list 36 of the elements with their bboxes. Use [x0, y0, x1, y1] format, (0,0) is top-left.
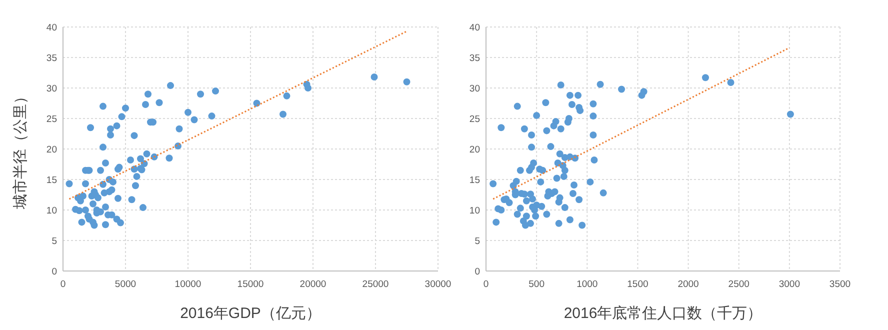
x-tick-label: 0	[483, 279, 489, 290]
y-tick-label: 35	[469, 53, 480, 64]
y-tick-label: 10	[469, 206, 480, 216]
x-tick-label: 30000	[424, 279, 452, 290]
y-tick-label: 25	[469, 114, 480, 125]
y-tick-label: 40	[46, 22, 57, 34]
x-axis-title: 2016年GDP（亿元）	[180, 305, 321, 322]
x-tick-label: 20000	[300, 279, 326, 290]
y-tick-label: 15	[469, 175, 480, 186]
x-tick-label: 10000	[174, 279, 202, 290]
y-tick-label: 30	[46, 84, 57, 94]
x-axis-title: 2016年底常住人口数（千万）	[564, 305, 762, 322]
x-tick-label: 3000	[778, 279, 800, 290]
y-tick-label: 20	[469, 144, 480, 156]
y-tick-label: 40	[469, 22, 480, 34]
y-tick-label: 5	[52, 236, 57, 247]
y-tick-label: 0	[52, 266, 57, 278]
y-tick-label: 30	[469, 84, 480, 94]
x-tick-label: 0	[60, 279, 66, 290]
x-tick-label: 500	[528, 279, 544, 290]
x-tick-label: 1500	[627, 279, 648, 290]
x-tick-label: 25000	[362, 279, 389, 290]
y-tick-label: 15	[46, 175, 57, 186]
x-tick-label: 3500	[829, 279, 851, 290]
x-tick-label: 1000	[576, 279, 598, 290]
x-tick-label: 2500	[728, 279, 750, 290]
x-tick-label: 2000	[678, 279, 699, 290]
y-axis-title: 城市半径（公里）	[12, 89, 29, 210]
y-tick-label: 0	[474, 266, 480, 278]
y-tick-label: 5	[474, 236, 480, 247]
y-tick-label: 10	[46, 206, 57, 216]
y-tick-label: 35	[46, 53, 57, 64]
x-tick-label: 5000	[114, 279, 136, 290]
y-tick-label: 25	[46, 114, 57, 125]
x-tick-label: 15000	[237, 279, 264, 290]
y-tick-label: 20	[46, 144, 57, 156]
